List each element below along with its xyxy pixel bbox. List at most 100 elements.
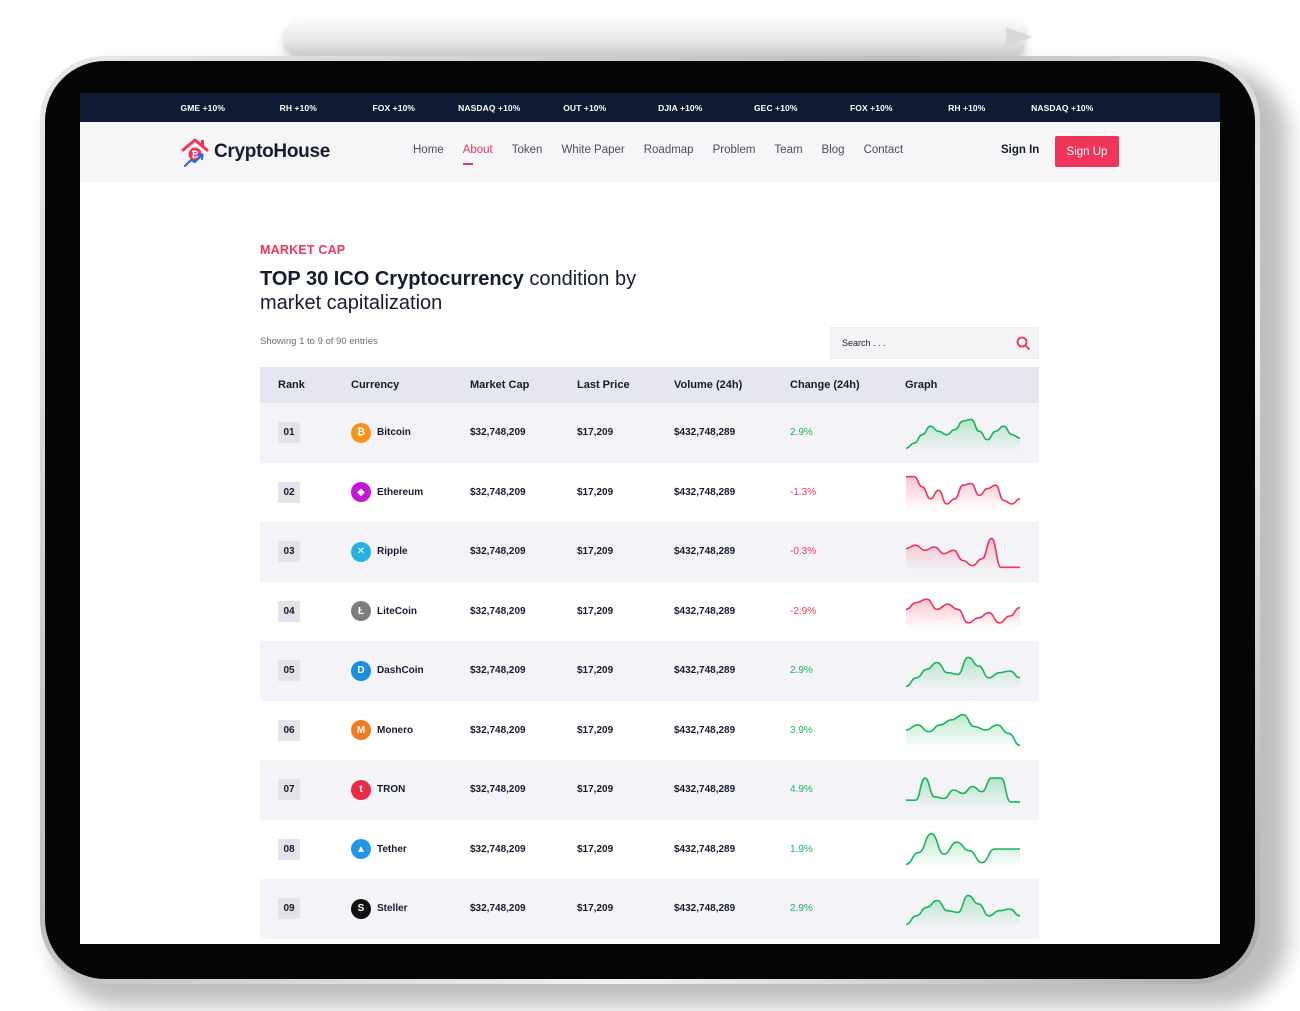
graph-cell bbox=[905, 879, 1039, 939]
table-row[interactable]: 06 M Monero $32,748,209 $17,209 $432,748… bbox=[260, 700, 1039, 761]
sparkline-chart bbox=[905, 598, 1021, 631]
search-input[interactable] bbox=[831, 328, 1008, 358]
sparkline-area bbox=[906, 714, 1020, 750]
header-change[interactable]: Change (24h) bbox=[790, 379, 860, 391]
nav-problem[interactable]: Problem bbox=[712, 144, 756, 156]
table-row[interactable]: 07 t TRON $32,748,209 $17,209 $432,748,2… bbox=[260, 760, 1039, 820]
table-toolbar: Showing 1 to 9 of 90 entries bbox=[260, 324, 1039, 359]
change-cell: -2.9% bbox=[790, 605, 817, 617]
currency-name: Monero bbox=[377, 724, 414, 736]
volume-cell: $432,748,289 bbox=[674, 843, 736, 855]
search-box bbox=[830, 327, 1039, 359]
table-header-row: Rank Currency Market Cap Last Price Volu… bbox=[260, 367, 1039, 403]
sparkline-area bbox=[906, 833, 1020, 869]
market-cap-cell: $32,748,209 bbox=[470, 724, 526, 736]
table-row[interactable]: 05 D DashCoin $32,748,209 $17,209 $432,7… bbox=[260, 641, 1039, 701]
change-cell: -1.3% bbox=[790, 486, 817, 498]
navbar: ₿ CryptoHouse Home About Token White Pap… bbox=[80, 122, 1220, 182]
rank-cell: 05 bbox=[260, 641, 351, 701]
rank-cell: 03 bbox=[260, 522, 351, 582]
ticker-item: NASDAQ +10% bbox=[458, 102, 521, 113]
market-cap-cell: $32,748,209 bbox=[470, 605, 526, 617]
section-title-rest: condition by market capitalization bbox=[260, 268, 637, 314]
table-row[interactable]: 08 ▲ Tether $32,748,209 $17,209 $432,748… bbox=[260, 819, 1039, 880]
nav-white-paper[interactable]: White Paper bbox=[561, 144, 625, 156]
brand-logo[interactable]: ₿ CryptoHouse bbox=[180, 135, 330, 169]
last-price-cell: $17,209 bbox=[577, 486, 614, 498]
sparkline-line bbox=[905, 894, 1021, 925]
rank-badge: 07 bbox=[278, 779, 300, 801]
sign-up-button[interactable]: Sign Up bbox=[1055, 136, 1119, 167]
house-bitcoin-icon: ₿ bbox=[180, 135, 212, 169]
tron-icon: t bbox=[351, 779, 371, 800]
volume-cell: $432,748,289 bbox=[674, 546, 736, 558]
header-rank[interactable]: Rank bbox=[278, 379, 305, 391]
sparkline-chart bbox=[906, 777, 1020, 809]
section-eyebrow: MARKET CAP bbox=[260, 243, 346, 257]
nav-menu: Home About Token White Paper Roadmap Pro… bbox=[413, 144, 922, 165]
sparkline-line bbox=[905, 537, 1020, 568]
sparkline-chart bbox=[905, 656, 1021, 690]
table-row[interactable]: 02 ◆ Ethereum $32,748,209 $17,209 $432,7… bbox=[260, 462, 1039, 523]
header-market-cap[interactable]: Market Cap bbox=[470, 379, 530, 391]
nav-blog[interactable]: Blog bbox=[821, 144, 845, 156]
sparkline-line bbox=[905, 833, 1020, 866]
nav-roadmap[interactable]: Roadmap bbox=[643, 144, 694, 156]
table-row[interactable]: 03 ✕ Ripple $32,748,209 $17,209 $432,748… bbox=[260, 522, 1039, 582]
rank-badge: 04 bbox=[278, 600, 300, 622]
volume-cell: $432,748,289 bbox=[674, 427, 736, 439]
nav-about[interactable]: About bbox=[462, 144, 493, 165]
litecoin-icon: Ł bbox=[351, 601, 371, 622]
rank-cell: 02 bbox=[260, 463, 351, 523]
search-icon[interactable] bbox=[1008, 336, 1038, 350]
market-cap-cell: $32,748,209 bbox=[470, 843, 526, 855]
market-table: Rank Currency Market Cap Last Price Volu… bbox=[260, 367, 1039, 939]
nav-contact[interactable]: Contact bbox=[863, 144, 904, 156]
nav-home[interactable]: Home bbox=[413, 144, 444, 156]
bitcoin-icon: ₿ bbox=[351, 422, 371, 443]
ethereum-icon: ◆ bbox=[351, 482, 371, 503]
nav-token[interactable]: Token bbox=[511, 144, 543, 156]
table-row[interactable]: 09 S Steller $32,748,209 $17,209 $432,74… bbox=[260, 879, 1039, 939]
header-last-price[interactable]: Last Price bbox=[577, 379, 630, 391]
ticker-item: NASDAQ +10% bbox=[1031, 102, 1094, 113]
currency-name: LiteCoin bbox=[377, 605, 417, 617]
sparkline-chart bbox=[905, 894, 1021, 928]
volume-cell: $432,748,289 bbox=[674, 724, 736, 736]
sparkline-area bbox=[906, 895, 1020, 928]
sparkline-line bbox=[905, 598, 1021, 624]
currency-name: DashCoin bbox=[377, 665, 424, 677]
rank-badge: 02 bbox=[278, 481, 300, 503]
sign-in-link[interactable]: Sign In bbox=[1001, 144, 1040, 156]
header-currency[interactable]: Currency bbox=[351, 379, 400, 391]
currency-cell: ✕ Ripple bbox=[351, 522, 470, 582]
steller-icon: S bbox=[351, 898, 371, 919]
market-cap-cell: $32,748,209 bbox=[470, 784, 526, 796]
rank-badge: 06 bbox=[278, 719, 300, 741]
rank-cell: 01 bbox=[260, 403, 351, 463]
graph-cell bbox=[905, 820, 1039, 880]
currency-cell: t TRON bbox=[351, 760, 470, 820]
currency-name: Ripple bbox=[377, 546, 408, 558]
ticker-item: GME +10% bbox=[180, 102, 225, 113]
table-row[interactable]: 04 Ł LiteCoin $32,748,209 $17,209 $432,7… bbox=[260, 581, 1039, 642]
sparkline-chart bbox=[905, 833, 1020, 869]
sparkline-area bbox=[906, 599, 1020, 631]
last-price-cell: $17,209 bbox=[577, 605, 614, 617]
rank-cell: 04 bbox=[260, 582, 351, 642]
header-volume[interactable]: Volume (24h) bbox=[674, 379, 743, 391]
nav-team[interactable]: Team bbox=[774, 144, 803, 156]
sparkline-area bbox=[906, 538, 1020, 571]
volume-cell: $432,748,289 bbox=[674, 665, 736, 677]
rank-cell: 06 bbox=[260, 701, 351, 761]
graph-cell bbox=[905, 582, 1039, 642]
table-row[interactable]: 01 ₿ Bitcoin $32,748,209 $17,209 $432,74… bbox=[260, 403, 1039, 463]
sparkline-area bbox=[906, 657, 1020, 690]
change-cell: 1.9% bbox=[790, 843, 813, 855]
change-cell: 2.9% bbox=[790, 427, 813, 439]
graph-cell bbox=[905, 522, 1039, 582]
ticker-item: FOX +10% bbox=[849, 102, 893, 113]
monero-icon: M bbox=[351, 720, 371, 741]
stylus-pencil bbox=[284, 20, 1024, 54]
graph-cell bbox=[905, 463, 1039, 523]
